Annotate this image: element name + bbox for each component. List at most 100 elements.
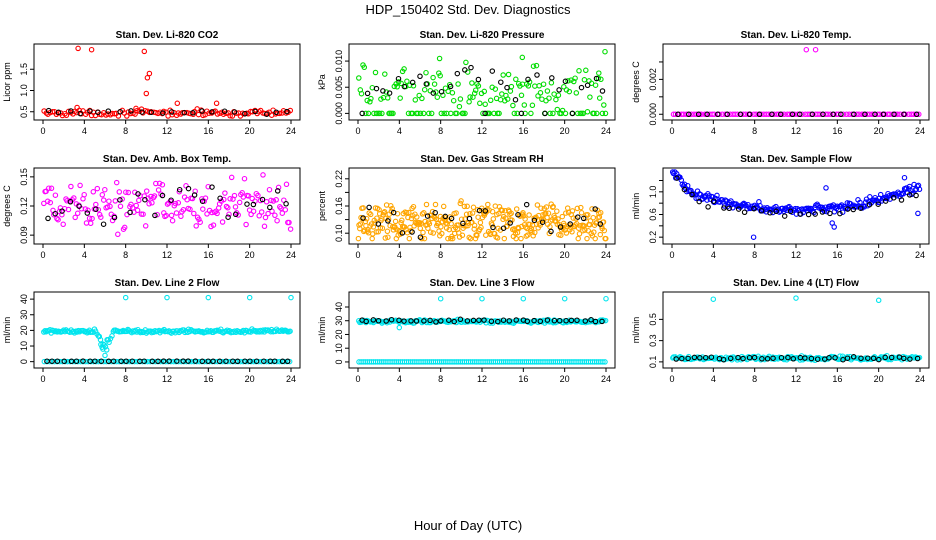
data-point	[395, 318, 401, 324]
data-point	[837, 210, 843, 217]
data-point	[185, 185, 192, 192]
y-tick-label: 0.000	[648, 103, 658, 126]
data-point	[117, 197, 123, 203]
data-point	[462, 110, 468, 117]
data-point	[174, 100, 181, 107]
data-point	[112, 198, 119, 204]
data-point	[141, 48, 148, 55]
data-point	[197, 219, 203, 225]
data-point	[865, 355, 871, 361]
data-point	[830, 111, 836, 118]
data-point	[147, 358, 153, 365]
data-point	[781, 213, 788, 219]
data-point	[172, 200, 179, 207]
data-point	[534, 72, 540, 78]
data-point	[108, 358, 115, 365]
data-point	[787, 208, 794, 215]
data-point	[169, 217, 176, 224]
data-point	[236, 199, 243, 206]
data-point	[576, 231, 583, 237]
data-point	[383, 202, 390, 208]
data-point	[157, 358, 164, 365]
data-point	[255, 358, 262, 365]
y-tick-label: 40	[334, 302, 344, 312]
x-tick-label: 4	[711, 374, 716, 384]
data-point	[488, 318, 495, 325]
data-point	[198, 107, 204, 113]
data-point	[217, 195, 223, 202]
data-point	[396, 324, 403, 331]
data-point	[107, 335, 114, 342]
data-point	[464, 318, 471, 324]
data-point	[137, 329, 144, 336]
data-point	[602, 110, 609, 117]
data-point	[205, 183, 211, 190]
data-point	[789, 111, 796, 118]
data-point	[469, 80, 475, 86]
y-axis-label: degrees C	[2, 185, 12, 227]
data-point	[118, 358, 124, 364]
data-point	[98, 358, 105, 364]
data-point	[477, 100, 483, 107]
data-point	[450, 97, 457, 104]
data-point	[460, 220, 466, 227]
data-point	[448, 215, 455, 222]
data-point	[543, 204, 550, 210]
data-point	[492, 86, 499, 92]
data-point	[417, 73, 423, 80]
data-point	[684, 182, 691, 189]
data-point	[47, 199, 54, 206]
data-point	[490, 216, 497, 222]
data-point	[433, 319, 439, 325]
figure-title: HDP_150402 Std. Dev. Diagnostics	[365, 2, 571, 17]
data-point	[463, 59, 469, 66]
data-point	[115, 231, 121, 238]
data-point	[709, 111, 715, 118]
x-tick-label: 24	[286, 374, 296, 384]
data-point	[430, 74, 436, 81]
data-point	[689, 191, 695, 198]
data-point	[54, 215, 60, 222]
data-point	[260, 172, 266, 178]
data-point	[559, 213, 566, 220]
data-point	[568, 317, 575, 324]
data-point	[382, 235, 389, 241]
data-point	[774, 111, 780, 118]
chart-title: Stan. Dev. Gas Stream RH	[420, 154, 543, 165]
data-point	[504, 84, 510, 91]
data-point	[95, 206, 102, 213]
chart-panel: Stan. Dev. Li-820 Pressure kPa 0 4 8 12 16 20 24…	[317, 30, 616, 136]
data-point	[227, 196, 233, 202]
data-point	[537, 90, 544, 96]
data-point	[518, 235, 524, 242]
data-point	[763, 111, 770, 118]
x-tick-label: 16	[203, 250, 213, 260]
data-point	[41, 358, 48, 365]
data-point	[558, 232, 564, 239]
chart-title: Stan. Dev. Line 3 Flow	[430, 278, 535, 289]
data-point	[117, 203, 124, 210]
data-point	[181, 109, 187, 116]
data-point	[392, 218, 399, 225]
data-point	[80, 358, 86, 364]
data-point	[499, 207, 506, 214]
data-point	[148, 193, 154, 200]
data-point	[596, 95, 603, 101]
data-point	[155, 358, 161, 365]
data-point	[894, 111, 901, 118]
data-point	[880, 111, 887, 118]
data-point	[54, 358, 61, 364]
data-point	[409, 79, 416, 86]
data-point	[109, 110, 116, 117]
data-point	[142, 223, 149, 229]
data-point	[915, 210, 921, 217]
data-point	[898, 197, 905, 203]
data-point	[84, 210, 91, 216]
data-point	[571, 78, 577, 85]
x-tick-label: 20	[245, 374, 255, 384]
data-point	[481, 88, 488, 95]
data-point	[530, 63, 537, 69]
data-point	[551, 91, 557, 97]
data-point	[817, 111, 823, 118]
y-tick-label: 0.010	[334, 50, 344, 73]
